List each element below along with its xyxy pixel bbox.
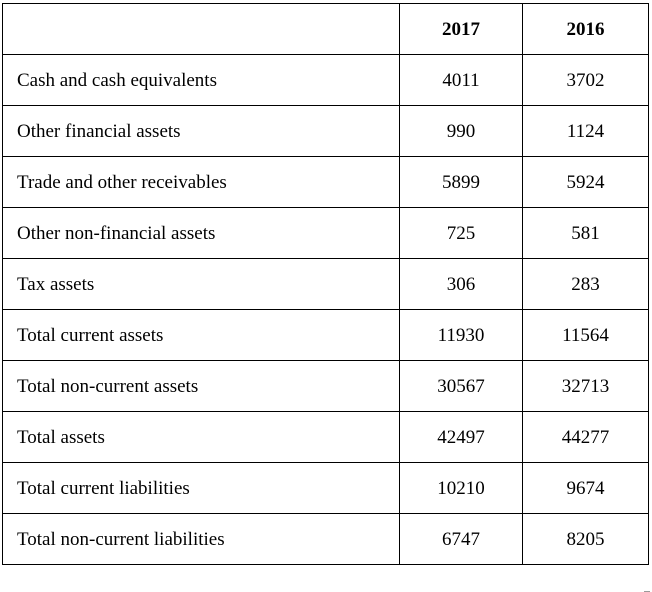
value-2017: 990 bbox=[399, 105, 523, 157]
value-2016: 3702 bbox=[522, 54, 649, 106]
value-2016: 1124 bbox=[522, 105, 649, 157]
value-2016: 9674 bbox=[522, 462, 649, 514]
row-label: Other non-financial assets bbox=[2, 207, 400, 259]
table-row: Tax assets 306 283 bbox=[2, 258, 649, 310]
row-label: Cash and cash equivalents bbox=[2, 54, 400, 106]
table-row: Total current assets 11930 11564 bbox=[2, 309, 649, 361]
table-row: Total non-current assets 30567 32713 bbox=[2, 360, 649, 412]
value-2016: 11564 bbox=[522, 309, 649, 361]
financial-table: 2017 2016 Cash and cash equivalents 4011… bbox=[2, 3, 649, 565]
header-row: 2017 2016 bbox=[2, 3, 649, 55]
table-row: Trade and other receivables 5899 5924 bbox=[2, 156, 649, 208]
value-2017: 306 bbox=[399, 258, 523, 310]
table-row: Total assets 42497 44277 bbox=[2, 411, 649, 463]
table-row: Total non-current liabilities 6747 8205 bbox=[2, 513, 649, 565]
page-corner-mark bbox=[644, 588, 650, 592]
table-row: Total current liabilities 10210 9674 bbox=[2, 462, 649, 514]
value-2017: 30567 bbox=[399, 360, 523, 412]
value-2016: 283 bbox=[522, 258, 649, 310]
value-2017: 10210 bbox=[399, 462, 523, 514]
row-label: Total current liabilities bbox=[2, 462, 400, 514]
row-label: Trade and other receivables bbox=[2, 156, 400, 208]
row-label: Total non-current liabilities bbox=[2, 513, 400, 565]
value-2017: 11930 bbox=[399, 309, 523, 361]
table-row: Cash and cash equivalents 4011 3702 bbox=[2, 54, 649, 106]
value-2016: 32713 bbox=[522, 360, 649, 412]
row-label: Other financial assets bbox=[2, 105, 400, 157]
header-cell-2017: 2017 bbox=[399, 3, 523, 55]
value-2016: 44277 bbox=[522, 411, 649, 463]
value-2017: 4011 bbox=[399, 54, 523, 106]
value-2016: 8205 bbox=[522, 513, 649, 565]
value-2016: 581 bbox=[522, 207, 649, 259]
row-label: Tax assets bbox=[2, 258, 400, 310]
header-cell-2016: 2016 bbox=[522, 3, 649, 55]
header-cell-label bbox=[2, 3, 400, 55]
value-2017: 5899 bbox=[399, 156, 523, 208]
table-row: Other non-financial assets 725 581 bbox=[2, 207, 649, 259]
row-label: Total non-current assets bbox=[2, 360, 400, 412]
value-2017: 725 bbox=[399, 207, 523, 259]
row-label: Total current assets bbox=[2, 309, 400, 361]
value-2017: 42497 bbox=[399, 411, 523, 463]
table-row: Other financial assets 990 1124 bbox=[2, 105, 649, 157]
value-2017: 6747 bbox=[399, 513, 523, 565]
row-label: Total assets bbox=[2, 411, 400, 463]
value-2016: 5924 bbox=[522, 156, 649, 208]
